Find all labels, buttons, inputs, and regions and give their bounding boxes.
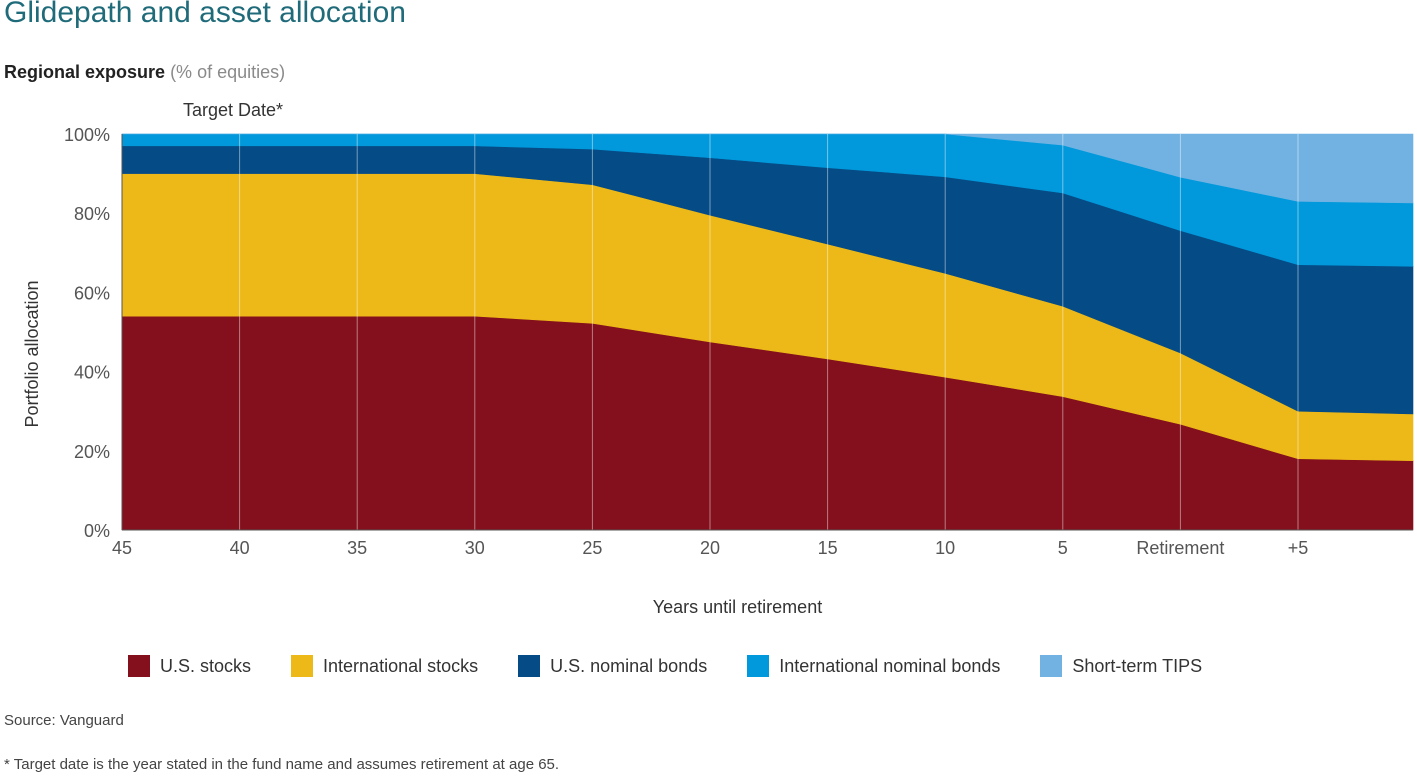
x-tick-label: 35 <box>347 538 367 558</box>
legend-label: International nominal bonds <box>779 655 1001 676</box>
x-tick-label: Retirement <box>1136 538 1224 558</box>
subtitle-note: (% of equities) <box>170 62 286 82</box>
x-tick-label: 15 <box>818 538 838 558</box>
legend-item-international-nominal-bonds: International nominal bonds <box>747 655 1000 677</box>
legend-label: Short-term TIPS <box>1072 655 1203 676</box>
legend-label: U.S. stocks <box>160 655 252 676</box>
legend-swatch <box>291 655 314 677</box>
area-short-term-tips <box>122 133 1414 204</box>
source-note: Source: Vanguard <box>4 712 124 729</box>
legend-item-u-s-stocks: U.S. stocks <box>128 655 251 677</box>
legend-item-international-stocks: International stocks <box>291 655 478 677</box>
x-tick-label: 40 <box>230 538 250 558</box>
target-date-annotation: Target Date* <box>183 100 283 120</box>
y-tick-label: 40% <box>74 363 110 383</box>
legend-swatch <box>518 655 541 677</box>
footnote: * Target date is the year stated in the … <box>4 756 560 773</box>
y-tick-label: 0% <box>84 521 110 541</box>
legend-swatch <box>1040 655 1063 677</box>
x-tick-label: 10 <box>935 538 955 558</box>
x-tick-label: 25 <box>582 538 602 558</box>
y-axis-title: Portfolio allocation <box>22 280 42 427</box>
y-tick-label: 20% <box>74 442 110 462</box>
x-tick-label: +5 <box>1288 538 1309 558</box>
legend-label: International stocks <box>323 655 479 676</box>
glidepath-chart: 0% 20% 40% 60% 80% 100% 45 40 35 30 25 20 15 10 5 Retir… <box>22 100 1414 617</box>
legend-swatch <box>128 655 150 677</box>
y-tick-label: 80% <box>74 204 110 224</box>
chart-subtitle: Regional exposure (% of equities) <box>4 62 285 83</box>
legend-swatch <box>747 655 770 677</box>
legend-item-short-term-tips: Short-term TIPS <box>1040 655 1202 677</box>
page-title: Glidepath and asset allocation <box>4 0 406 29</box>
subtitle-bold: Regional exposure <box>4 62 166 82</box>
chart-legend: U.S. stocks International stocks U.S. nomi… <box>128 655 1242 677</box>
x-tick-label: 30 <box>465 538 485 558</box>
y-tick-label: 100% <box>64 125 110 145</box>
legend-label: U.S. nominal bonds <box>550 655 708 676</box>
x-tick-label: 20 <box>700 538 720 558</box>
chart-container: 0% 20% 40% 60% 80% 100% 45 40 35 30 25 20 15 10 5 Retir… <box>0 94 1417 624</box>
legend-item-u-s-nominal-bonds: U.S. nominal bonds <box>518 655 707 677</box>
x-tick-label: 45 <box>112 538 132 558</box>
x-tick-label: 5 <box>1058 538 1068 558</box>
x-axis-title: Years until retirement <box>653 597 822 617</box>
y-tick-label: 60% <box>74 283 110 303</box>
